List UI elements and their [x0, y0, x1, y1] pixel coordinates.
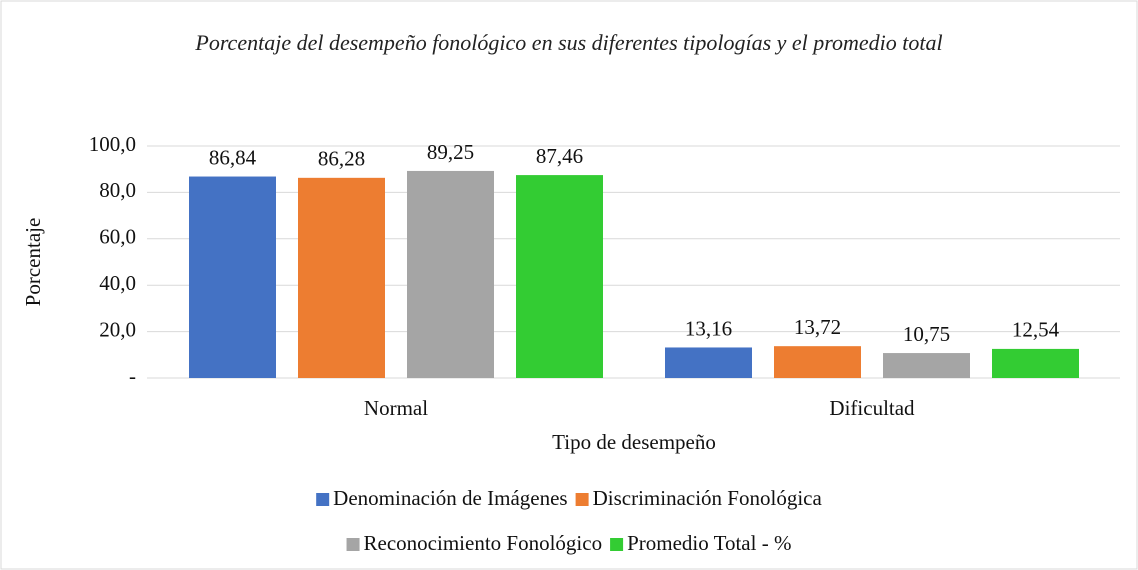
data-label: 86,84 — [209, 145, 257, 169]
bar — [665, 347, 752, 378]
bar — [992, 348, 1079, 378]
bar — [189, 176, 276, 378]
legend-swatch — [316, 493, 330, 506]
legend-label: Discriminación Fonológica — [593, 486, 823, 510]
data-label: 89,25 — [427, 140, 474, 164]
y-tick-label: - — [129, 364, 136, 388]
y-tick-label: 80,0 — [99, 178, 136, 202]
data-label: 10,75 — [903, 322, 950, 346]
data-label: 13,72 — [794, 315, 841, 339]
y-tick-label: 40,0 — [99, 271, 136, 295]
legend-swatch — [575, 493, 589, 506]
chart-title: Porcentaje del desempeño fonológico en s… — [195, 30, 943, 55]
data-label: 87,46 — [536, 144, 583, 168]
legend-label: Reconocimiento Fonológico — [364, 531, 603, 555]
bar — [883, 353, 970, 378]
bar — [298, 177, 385, 378]
legend-label: Denominación de Imágenes — [333, 486, 567, 510]
legend-swatch — [610, 538, 624, 551]
data-label: 13,16 — [685, 316, 732, 340]
x-tick-label: Dificultad — [829, 396, 915, 420]
bar — [516, 175, 603, 378]
y-tick-label: 60,0 — [99, 225, 136, 249]
legend-swatch — [346, 538, 360, 551]
bar — [407, 170, 494, 378]
y-tick-label: 100,0 — [89, 132, 136, 156]
bar — [774, 346, 861, 378]
data-label: 86,28 — [318, 147, 365, 171]
x-tick-label: Normal — [364, 396, 428, 420]
x-axis-title: Tipo de desempeño — [552, 430, 716, 454]
legend-label: Promedio Total - % — [627, 531, 791, 555]
data-label: 12,54 — [1012, 318, 1060, 342]
y-tick-label: 20,0 — [99, 317, 136, 341]
y-axis-title: Porcentaje — [21, 218, 45, 307]
